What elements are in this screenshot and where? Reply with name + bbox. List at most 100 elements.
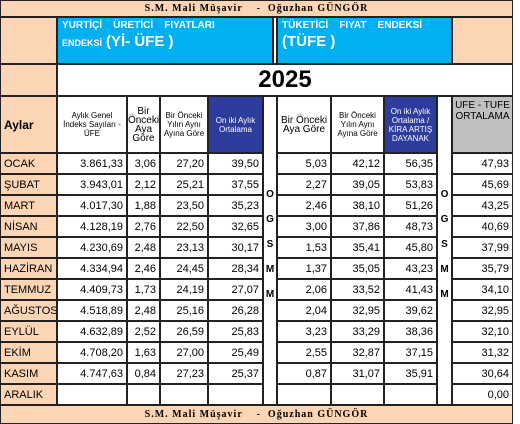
- value-cell: 3.943,01: [57, 174, 127, 195]
- value-cell: 25,16: [160, 300, 208, 321]
- side-letter: M: [265, 264, 275, 275]
- value-cell: 39,05: [331, 174, 384, 195]
- month-label: NİSAN: [0, 216, 57, 237]
- separator-column: O G S M M: [437, 96, 452, 405]
- value-cell: 27,07: [208, 279, 263, 300]
- value-cell: 41,43: [384, 279, 437, 300]
- ufe-title-line2: ENDEKSİ (Yİ- ÜFE ): [62, 33, 268, 51]
- column-header: On iki Aylık Ortalama / KİRA ARTIŞ DAYAN…: [384, 96, 437, 153]
- value-cell: 1,53: [277, 237, 331, 258]
- value-cell: 56,35: [384, 153, 437, 174]
- value-cell: 25,49: [208, 342, 263, 363]
- value-cell: 38,10: [331, 195, 384, 216]
- tufe-title-line1: TÜKETİCİ FIYAT ENDEKSİ: [282, 20, 423, 31]
- value-cell: 43,23: [384, 258, 437, 279]
- value-cell: 26,59: [160, 321, 208, 342]
- value-cell: 4.334,94: [57, 258, 127, 279]
- column-header: Aylar: [0, 96, 57, 153]
- value-cell: 35,41: [331, 237, 384, 258]
- column-header: Bir Önceki Yılın Aynı Ayına Göre: [160, 96, 208, 153]
- value-cell: 4.230,69: [57, 237, 127, 258]
- value-cell: 30,17: [208, 237, 263, 258]
- value-cell: 4.518,89: [57, 300, 127, 321]
- blank-cell: [0, 64, 57, 96]
- top-banner: S.M. Mali Müşavir - Oğuzhan GÜNGÖR: [0, 0, 513, 17]
- value-cell: 4.708,20: [57, 342, 127, 363]
- value-cell: 4.747,63: [57, 363, 127, 384]
- value-cell: [208, 384, 263, 405]
- value-cell: 0,87: [277, 363, 331, 384]
- blank-cell: [452, 17, 513, 64]
- value-cell: 25,37: [208, 363, 263, 384]
- side-letter: S: [441, 239, 448, 250]
- value-cell: 35,79: [452, 258, 513, 279]
- value-cell: 2,55: [277, 342, 331, 363]
- month-label: MAYIS: [0, 237, 57, 258]
- value-cell: 3,06: [127, 153, 160, 174]
- side-letter: G: [266, 214, 274, 225]
- value-cell: 53,83: [384, 174, 437, 195]
- value-cell: 39,62: [384, 300, 437, 321]
- side-letter: M: [440, 289, 449, 300]
- value-cell: 4.017,30: [57, 195, 127, 216]
- value-cell: 33,29: [331, 321, 384, 342]
- value-cell: 24,19: [160, 279, 208, 300]
- value-cell: 1,88: [127, 195, 160, 216]
- month-label: ARALIK: [0, 384, 57, 405]
- value-cell: 37,86: [331, 216, 384, 237]
- value-cell: 43,25: [452, 195, 513, 216]
- tufe-title-line2: (TÜFE ): [282, 33, 336, 50]
- value-cell: 3,23: [277, 321, 331, 342]
- month-label: AĞUSTOS: [0, 300, 57, 321]
- value-cell: [160, 384, 208, 405]
- value-cell: 2,27: [277, 174, 331, 195]
- value-cell: [331, 384, 384, 405]
- value-cell: [384, 384, 437, 405]
- value-cell: 38,36: [384, 321, 437, 342]
- value-cell: 5,03: [277, 153, 331, 174]
- value-cell: 4.128,19: [57, 216, 127, 237]
- value-cell: 32,10: [452, 321, 513, 342]
- side-letter: M: [440, 264, 449, 275]
- value-cell: 2,46: [277, 195, 331, 216]
- value-cell: 35,91: [384, 363, 437, 384]
- value-cell: 32,95: [452, 300, 513, 321]
- value-cell: 31,32: [452, 342, 513, 363]
- column-header: UFE - TUFE ORTALAMA: [452, 96, 513, 153]
- value-cell: 27,23: [160, 363, 208, 384]
- value-cell: 27,00: [160, 342, 208, 363]
- value-cell: 47,93: [452, 153, 513, 174]
- value-cell: 37,55: [208, 174, 263, 195]
- value-cell: 25,83: [208, 321, 263, 342]
- value-cell: 2,48: [127, 300, 160, 321]
- value-cell: 28,34: [208, 258, 263, 279]
- month-label: KASIM: [0, 363, 57, 384]
- value-cell: 32,87: [331, 342, 384, 363]
- ufe-title-large: (Yİ- ÜFE ): [106, 33, 174, 50]
- tufe-title: TÜKETİCİ FIYAT ENDEKSİ (TÜFE ): [277, 17, 452, 64]
- value-cell: 2,46: [127, 258, 160, 279]
- column-header: Bir Önceki Aya Göre: [127, 96, 160, 153]
- value-cell: 51,26: [384, 195, 437, 216]
- bottom-banner: S.M. Mali Müşavir - Oğuzhan GÜNGÖR: [0, 405, 513, 424]
- value-cell: 23,13: [160, 237, 208, 258]
- month-label: OCAK: [0, 153, 57, 174]
- value-cell: 35,23: [208, 195, 263, 216]
- value-cell: 4.632,89: [57, 321, 127, 342]
- value-cell: [127, 384, 160, 405]
- value-cell: 2,52: [127, 321, 160, 342]
- value-cell: 2,06: [277, 279, 331, 300]
- separator-column: O G S M M: [263, 96, 277, 405]
- value-cell: 27,20: [160, 153, 208, 174]
- value-cell: 2,12: [127, 174, 160, 195]
- value-cell: 4.409,73: [57, 279, 127, 300]
- value-cell: 32,95: [331, 300, 384, 321]
- value-cell: 42,12: [331, 153, 384, 174]
- ufe-title-line1: YURTİÇİ ÜRETİCİ FIYATLARI: [62, 20, 215, 31]
- value-cell: 2,04: [277, 300, 331, 321]
- side-letter: M: [265, 289, 275, 300]
- side-letter: O: [440, 189, 449, 200]
- month-label: MART: [0, 195, 57, 216]
- value-cell: 33,52: [331, 279, 384, 300]
